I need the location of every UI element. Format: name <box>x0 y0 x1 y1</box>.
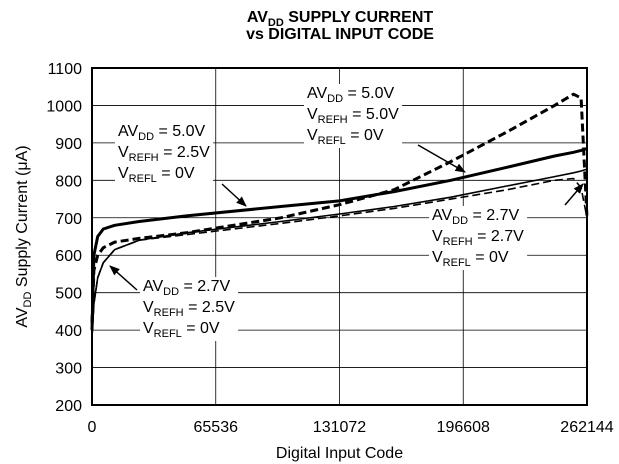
text-part: = 5.0V <box>154 123 205 140</box>
text-part: V <box>118 165 129 182</box>
subscript: DD <box>268 17 284 29</box>
annotation-text: VREFH = 5.0V <box>307 106 399 126</box>
subscript: REFL <box>443 257 471 269</box>
x-tick-label: 131072 <box>313 419 366 436</box>
text-part: = 0V <box>346 127 384 144</box>
text-part: V <box>143 299 154 316</box>
annotation-text: VREFL = 0V <box>432 249 509 269</box>
x-axis-label: Digital Input Code <box>276 445 403 462</box>
annotation-text: AVDD = 2.7V <box>432 207 520 227</box>
text-part: Digital Input Code <box>276 445 403 462</box>
annotation-text: VREFH = 2.7V <box>432 228 524 248</box>
series-line <box>91 168 588 338</box>
annotation-text: VREFH = 2.5V <box>143 299 235 319</box>
chart-title: AVDD SUPPLY CURRENT <box>247 9 434 29</box>
series-line <box>91 177 588 338</box>
annotation-arrow <box>417 144 466 173</box>
text-part: = 2.5V <box>184 299 235 316</box>
subscript: REFH <box>318 114 348 126</box>
text-part: V <box>307 127 318 144</box>
annotation-bg <box>115 122 214 186</box>
text-part: V <box>432 228 443 245</box>
subscript: DD <box>452 215 468 227</box>
annotation-text: VREFH = 2.5V <box>118 144 210 164</box>
annotation-text: AVDD = 5.0V <box>118 123 206 143</box>
annotation-text: AVDD = 2.7V <box>143 278 231 298</box>
text-part: AV <box>432 207 452 224</box>
text-part: V <box>307 106 318 123</box>
plot-frame <box>91 67 588 406</box>
y-tick-label: 200 <box>55 398 82 415</box>
y-tick-label: 500 <box>55 286 82 303</box>
y-tick-label: 400 <box>55 323 82 340</box>
y-tick-label: 600 <box>55 248 82 265</box>
annotation-text: AVDD = 5.0V <box>307 85 395 105</box>
text-part: V <box>143 320 154 337</box>
subscript: REFL <box>154 328 182 340</box>
text-part: = 2.5V <box>159 144 210 161</box>
subscript: REFH <box>443 236 473 248</box>
subscript: REFL <box>318 135 346 147</box>
text-part: = 2.7V <box>468 207 519 224</box>
text-part: = 2.7V <box>179 278 230 295</box>
annotation-arrow <box>109 265 138 291</box>
annotation-arrow <box>564 183 584 206</box>
text-part: = 0V <box>157 165 195 182</box>
subscript: DD <box>138 131 154 143</box>
subscript: REFL <box>129 173 157 185</box>
text-part: Supply Current (μA) <box>14 145 31 291</box>
text-part: AV <box>143 278 163 295</box>
text-part: = 5.0V <box>343 85 394 102</box>
y-tick-label: 800 <box>55 173 82 190</box>
text-part: AV <box>247 9 268 26</box>
text-part: AV <box>307 85 327 102</box>
y-tick-label: 900 <box>55 136 82 153</box>
x-tick-label: 196608 <box>437 419 490 436</box>
annotation-text: VREFL = 0V <box>143 320 220 340</box>
subscript: REFH <box>129 152 159 164</box>
y-tick-label: 700 <box>55 211 82 228</box>
chart-title: vs DIGITAL INPUT CODE <box>246 26 434 43</box>
annotation-arrow <box>221 183 247 207</box>
y-tick-label: 300 <box>55 361 82 378</box>
text-part: = 0V <box>182 320 220 337</box>
text-part: V <box>432 249 443 266</box>
annotation-bg <box>429 206 528 270</box>
text-part: vs DIGITAL INPUT CODE <box>246 26 434 43</box>
subscript: DD <box>327 93 343 105</box>
annotation-bg <box>140 277 239 341</box>
text-part: = 2.7V <box>473 228 524 245</box>
subscript: REFH <box>154 307 184 319</box>
text-part: AV <box>118 123 138 140</box>
y-tick-label: 1000 <box>46 98 82 115</box>
text-part: = 5.0V <box>348 106 399 123</box>
x-tick-label: 65536 <box>194 419 239 436</box>
text-part: = 0V <box>471 249 509 266</box>
subscript: DD <box>163 286 179 298</box>
x-tick-label: 262144 <box>560 419 613 436</box>
text-part: SUPPLY CURRENT <box>284 9 434 26</box>
text-part: AV <box>14 307 31 327</box>
y-tick-label: 1100 <box>48 61 83 78</box>
text-part: V <box>118 144 129 161</box>
x-tick-label: 0 <box>88 419 97 436</box>
annotation-text: VREFL = 0V <box>118 165 195 185</box>
annotation-bg <box>304 84 403 148</box>
annotation-text: VREFL = 0V <box>307 127 384 147</box>
series-line <box>90 92 589 323</box>
subscript: DD <box>22 292 34 308</box>
y-axis-label: AVDD Supply Current (μA) <box>14 145 34 327</box>
series-line <box>90 147 588 331</box>
